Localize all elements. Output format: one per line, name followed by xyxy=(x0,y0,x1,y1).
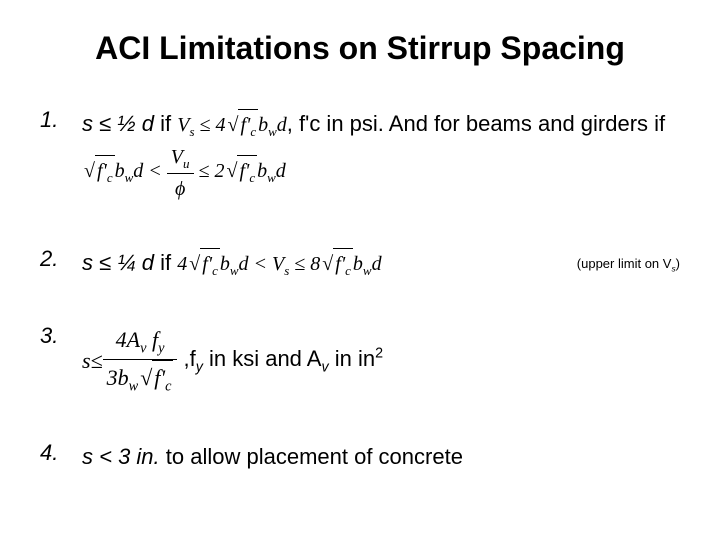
f-var: b xyxy=(258,114,268,136)
list-item-1: 1. s ≤ ½ d if Vs ≤ 4f'cbwd, f'c in psi. … xyxy=(40,107,680,204)
sqrt: f'c xyxy=(187,248,220,281)
f-var: d xyxy=(276,160,286,182)
item-body: s ≤ 4Av fy 3bwf'c ,fy in ksi and Av in i… xyxy=(82,323,680,399)
list-item-4: 4. s < 3 in. to allow placement of concr… xyxy=(40,440,680,473)
f-sqrt: f' xyxy=(335,253,345,275)
f-var: b xyxy=(257,160,267,182)
f-sub: c xyxy=(250,124,256,139)
f-var: d xyxy=(372,253,382,275)
upper-limit-note: (upper limit on Vs) xyxy=(577,254,680,275)
if-text: if xyxy=(154,111,177,136)
item-body: s < 3 in. to allow placement of concrete xyxy=(82,440,680,473)
f-num: 4 xyxy=(177,253,187,275)
f-var: 3b xyxy=(107,365,129,390)
f-sub: w xyxy=(230,263,239,278)
lead-text: s ≤ ½ d xyxy=(82,111,154,136)
f-var: ϕ xyxy=(167,173,194,204)
f-sub: v xyxy=(322,359,329,375)
f-sub: w xyxy=(129,379,139,395)
if-text: if xyxy=(154,250,177,275)
f-op: ≤ 2 xyxy=(194,160,225,182)
formula-1b: f'cbwd < Vuϕ ≤ 2f'cbwd xyxy=(82,160,286,182)
f-sub: y xyxy=(158,340,164,356)
slide-title: ACI Limitations on Stirrup Spacing xyxy=(40,30,680,67)
f-sub: c xyxy=(107,170,113,185)
f-sub: c xyxy=(345,263,351,278)
f-op: ≤ xyxy=(91,344,103,377)
f-var: b xyxy=(115,160,125,182)
item-body: s ≤ ½ d if Vs ≤ 4f'cbwd, f'c in psi. And… xyxy=(82,107,680,204)
f-sub: c xyxy=(165,379,171,395)
f-sub: w xyxy=(267,170,276,185)
f-sub: c xyxy=(212,263,218,278)
f-var: 4A xyxy=(116,327,140,352)
f-op: < xyxy=(143,160,167,182)
note-text: (upper limit on V xyxy=(577,256,672,271)
f-sub: u xyxy=(183,156,190,171)
f-var: d xyxy=(239,253,249,275)
f-sqrt: f' xyxy=(202,253,212,275)
list-item-2: 2. s ≤ ¼ d if 4f'cbwd < Vs ≤ 8f'cbwd (up… xyxy=(40,246,680,281)
lead-text: s < 3 in. xyxy=(82,444,160,469)
fraction: 4Av fy 3bwf'c xyxy=(103,323,178,399)
formula-1a: Vs ≤ 4f'cbwd xyxy=(177,114,287,136)
f-var: f xyxy=(146,327,158,352)
list-item-3: 3. s ≤ 4Av fy 3bwf'c ,fy in ksi and Av i… xyxy=(40,323,680,399)
f-var: V xyxy=(171,146,183,168)
f-op: ≤ 8 xyxy=(289,253,320,275)
f-var: b xyxy=(220,253,230,275)
item-number: 3. xyxy=(40,323,82,349)
text: in ksi and A xyxy=(203,346,322,371)
mid-text: , f'c in psi. And for beams and girders … xyxy=(287,111,665,136)
note-text: ) xyxy=(676,256,680,271)
tail-text: to allow placement of concrete xyxy=(160,444,463,469)
item-number: 2. xyxy=(40,246,82,272)
f-op: ≤ 4 xyxy=(195,114,226,136)
sqrt: f'c xyxy=(138,360,173,398)
f-sub: c xyxy=(249,170,255,185)
f-sqrt: f' xyxy=(240,114,250,136)
tail-text: ,fy in ksi and Av in in2 xyxy=(183,342,383,379)
f-op: < V xyxy=(249,253,285,275)
sqrt: f'c xyxy=(224,155,257,188)
f-var: s xyxy=(82,344,91,377)
f-var: V xyxy=(177,114,189,136)
f-sqrt: f' xyxy=(239,160,249,182)
f-sub: w xyxy=(363,263,372,278)
f-var: d xyxy=(133,160,143,182)
f-sub: w xyxy=(268,124,277,139)
fraction: Vuϕ xyxy=(167,142,194,205)
sqrt: f'c xyxy=(320,248,353,281)
f-sqrt: f' xyxy=(154,365,165,390)
f-sub: w xyxy=(125,170,134,185)
sqrt: f'c xyxy=(82,155,115,188)
sqrt: f'c xyxy=(226,109,259,142)
item-number: 4. xyxy=(40,440,82,466)
formula-3: s ≤ 4Av fy 3bwf'c xyxy=(82,323,177,399)
f-sub: y xyxy=(196,359,203,375)
lead-text: s ≤ ¼ d xyxy=(82,250,154,275)
item-body: s ≤ ¼ d if 4f'cbwd < Vs ≤ 8f'cbwd (upper… xyxy=(82,246,680,281)
item-number: 1. xyxy=(40,107,82,133)
f-var: b xyxy=(353,253,363,275)
formula-2: 4f'cbwd < Vs ≤ 8f'cbwd xyxy=(177,253,381,275)
text: in in xyxy=(329,346,375,371)
f-sqrt: f' xyxy=(97,160,107,182)
f-var: d xyxy=(277,114,287,136)
f-sup: 2 xyxy=(375,346,383,362)
